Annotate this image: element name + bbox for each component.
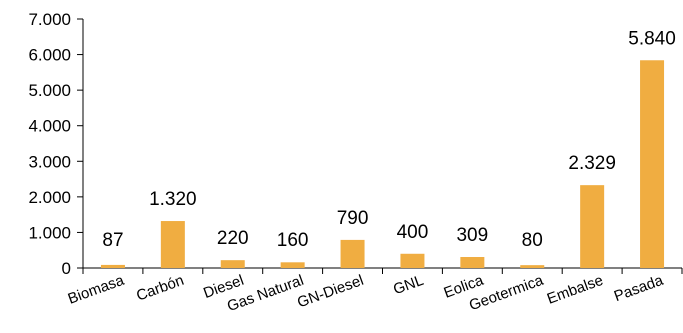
bar [100, 264, 125, 268]
category-label: Biomasa [66, 272, 127, 308]
y-tick-label: 7.000 [28, 10, 71, 29]
x-axis [82, 267, 683, 274]
bar [460, 257, 485, 268]
bars [100, 60, 665, 269]
bar [220, 260, 245, 268]
data-label: 220 [217, 228, 249, 249]
bar [280, 262, 305, 268]
data-label: 5.840 [628, 28, 676, 49]
y-tick-label: 4.000 [28, 117, 71, 136]
data-label: 1.320 [149, 189, 197, 210]
bar [640, 60, 665, 269]
y-tick-label: 6.000 [28, 46, 71, 65]
bar [340, 239, 365, 268]
bar [520, 265, 545, 268]
category-label: Pasada [612, 272, 666, 306]
category-label: Carbón [134, 272, 186, 305]
data-label: 87 [102, 230, 123, 251]
y-tick-label: 5.000 [28, 81, 71, 100]
bar [400, 253, 425, 268]
data-label: 2.329 [568, 153, 616, 174]
data-label: 80 [522, 230, 543, 251]
bar [160, 221, 185, 268]
y-tick-label: 3.000 [28, 152, 71, 171]
y-tick-label: 1.000 [28, 223, 71, 242]
data-label: 309 [456, 225, 488, 246]
category-label: GN-Diesel [295, 272, 366, 312]
category-label: Embalse [545, 272, 606, 308]
category-label: GNL [391, 272, 426, 299]
y-tick-label: 2.000 [28, 188, 71, 207]
data-labels: 87 1.320 220 160 790 400 309 80 2.329 5.840 [102, 28, 675, 251]
data-label: 790 [337, 208, 369, 229]
bar [580, 185, 605, 268]
data-label: 160 [277, 230, 309, 251]
y-axis: 0 1.000 2.000 3.000 4.000 5.000 6.000 7.000 [28, 10, 84, 278]
data-label: 400 [397, 222, 429, 243]
y-tick-label: 0 [62, 259, 71, 278]
